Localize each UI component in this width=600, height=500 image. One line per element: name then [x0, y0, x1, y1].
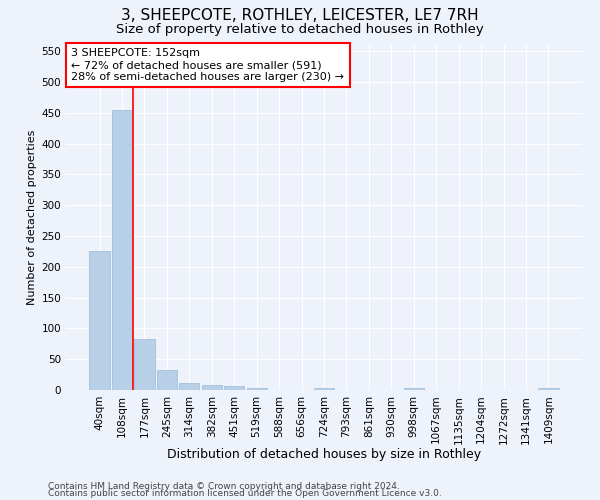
- Text: Contains HM Land Registry data © Crown copyright and database right 2024.: Contains HM Land Registry data © Crown c…: [48, 482, 400, 491]
- Bar: [112, 110, 132, 390]
- Bar: [538, 388, 559, 390]
- Text: 3, SHEEPCOTE, ROTHLEY, LEICESTER, LE7 7RH: 3, SHEEPCOTE, ROTHLEY, LEICESTER, LE7 7R…: [121, 8, 479, 22]
- Text: Contains public sector information licensed under the Open Government Licence v3: Contains public sector information licen…: [48, 490, 442, 498]
- Bar: [89, 252, 110, 390]
- Y-axis label: Number of detached properties: Number of detached properties: [27, 130, 37, 305]
- Bar: [314, 388, 334, 390]
- Text: Size of property relative to detached houses in Rothley: Size of property relative to detached ho…: [116, 22, 484, 36]
- Bar: [224, 386, 244, 390]
- Bar: [247, 388, 267, 390]
- X-axis label: Distribution of detached houses by size in Rothley: Distribution of detached houses by size …: [167, 448, 481, 461]
- Text: 3 SHEEPCOTE: 152sqm
← 72% of detached houses are smaller (591)
28% of semi-detac: 3 SHEEPCOTE: 152sqm ← 72% of detached ho…: [71, 48, 344, 82]
- Bar: [179, 382, 199, 390]
- Bar: [134, 340, 155, 390]
- Bar: [202, 385, 222, 390]
- Bar: [404, 388, 424, 390]
- Bar: [157, 370, 177, 390]
